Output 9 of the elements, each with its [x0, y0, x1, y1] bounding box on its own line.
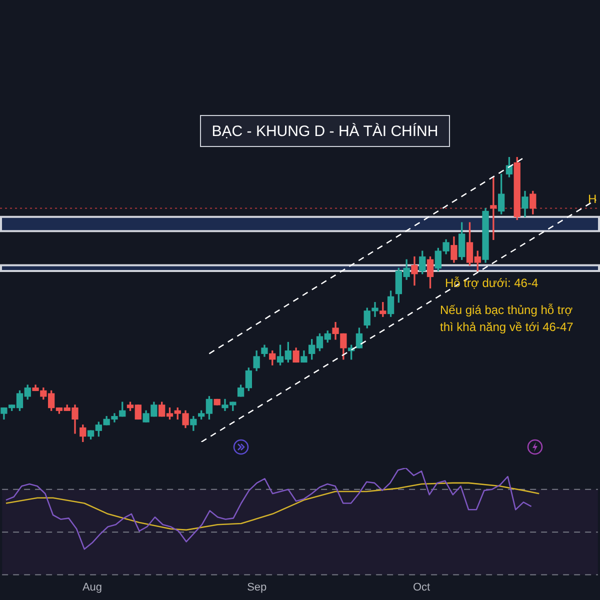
annotation: Hỗ trợ dưới: 46-4 — [445, 276, 538, 290]
chart-title: BẠC - KHUNG D - HÀ TÀI CHÍNH — [200, 115, 450, 147]
annotation: Nếu giá bạc thủng hỗ trợ — [440, 303, 573, 317]
x-tick-label: Sep — [247, 581, 267, 594]
annotation: thì khả năng về tới 46-47 — [440, 320, 574, 334]
annotation: H — [588, 192, 597, 206]
x-tick-label: Oct — [412, 581, 430, 594]
candlestick — [490, 176, 497, 240]
x-tick-label: Aug — [82, 581, 102, 594]
